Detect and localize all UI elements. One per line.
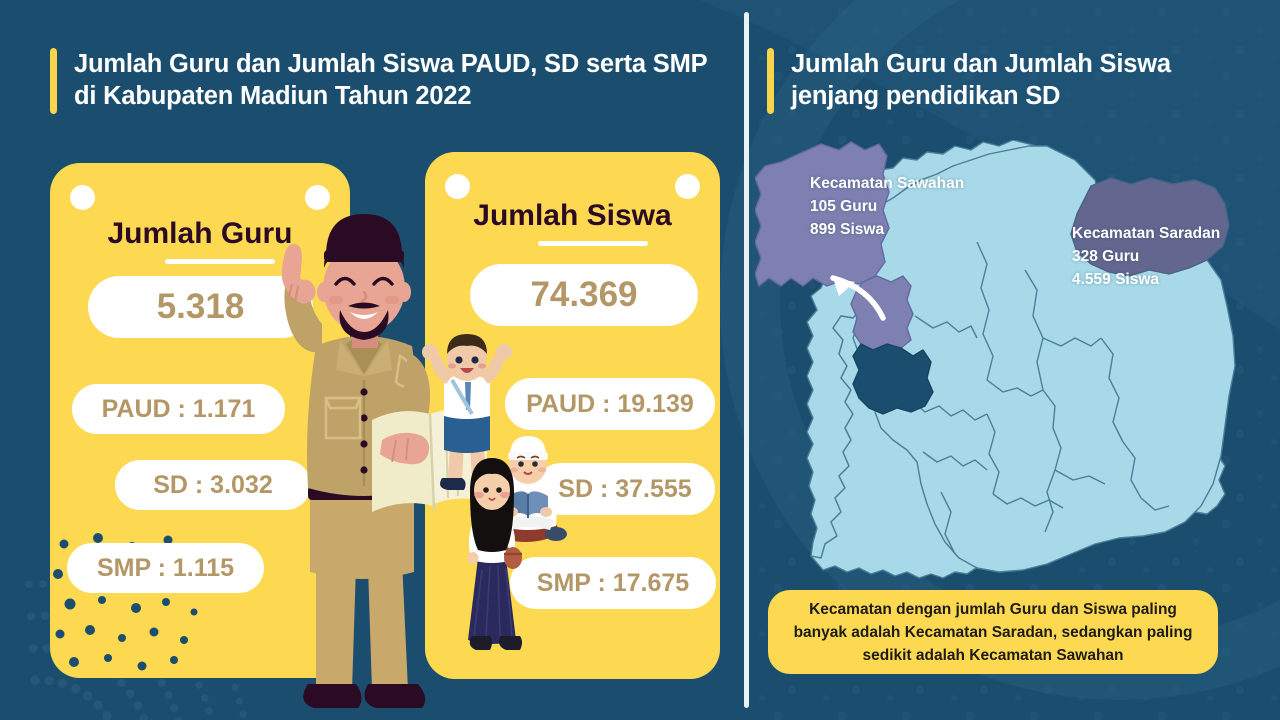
card-punch-hole-left <box>445 174 470 199</box>
siswa-total-value: 74.369 <box>470 264 698 326</box>
map-label-saradan-name: Kecamatan Saradan <box>1072 225 1221 242</box>
guru-total-value: 5.318 <box>88 276 313 338</box>
stat-card-siswa: Jumlah Siswa 74.369 PAUD : 19.139 SD : 3… <box>425 152 720 679</box>
card-heading-guru: Jumlah Guru <box>107 217 293 250</box>
panel-divider <box>744 12 749 708</box>
card-punch-hole-right <box>305 185 330 210</box>
card-punch-hole-left <box>70 185 95 210</box>
left-panel: Jumlah Guru dan Jumlah Siswa PAUD, SD se… <box>50 48 720 708</box>
accent-bar-icon <box>767 48 774 114</box>
guru-sd-value: SD : 3.032 <box>115 460 311 510</box>
left-title-block: Jumlah Guru dan Jumlah Siswa PAUD, SD se… <box>50 48 710 114</box>
right-title-block: Jumlah Guru dan Jumlah Siswa jenjang pen… <box>767 48 1237 114</box>
siswa-sd-value: SD : 37.555 <box>535 463 715 515</box>
heading-underline <box>538 241 648 246</box>
siswa-smp-value: SMP : 17.675 <box>510 557 716 609</box>
siswa-paud-value: PAUD : 19.139 <box>505 378 715 430</box>
guru-smp-value: SMP : 1.115 <box>67 543 264 593</box>
map-label-sawahan-guru: 105 Guru <box>810 198 878 215</box>
map-label-saradan-siswa: 4.559 Siswa <box>1072 271 1160 288</box>
map-label-saradan: Kecamatan Saradan 328 Guru 4.559 Siswa <box>1072 222 1220 291</box>
map-label-sawahan-siswa: 899 Siswa <box>810 221 885 238</box>
accent-bar-icon <box>50 48 57 114</box>
stat-card-guru: Jumlah Guru 5.318 PAUD : 1.171 SD : 3.03… <box>50 163 350 678</box>
page-title-right: Jumlah Guru dan Jumlah Siswa jenjang pen… <box>791 50 1171 110</box>
guru-paud-value: PAUD : 1.171 <box>72 384 285 434</box>
map-label-saradan-guru: 328 Guru <box>1072 248 1140 265</box>
heading-underline <box>165 259 275 264</box>
card-punch-hole-right <box>675 174 700 199</box>
card-heading-siswa: Jumlah Siswa <box>473 199 672 232</box>
map-region-dark <box>852 343 934 415</box>
map-label-sawahan: Kecamatan Sawahan 105 Guru 899 Siswa <box>810 172 964 241</box>
map-caption: Kecamatan dengan jumlah Guru dan Siswa p… <box>768 590 1218 674</box>
page-title-left: Jumlah Guru dan Jumlah Siswa PAUD, SD se… <box>74 50 707 110</box>
map-label-sawahan-name: Kecamatan Sawahan <box>810 175 965 192</box>
